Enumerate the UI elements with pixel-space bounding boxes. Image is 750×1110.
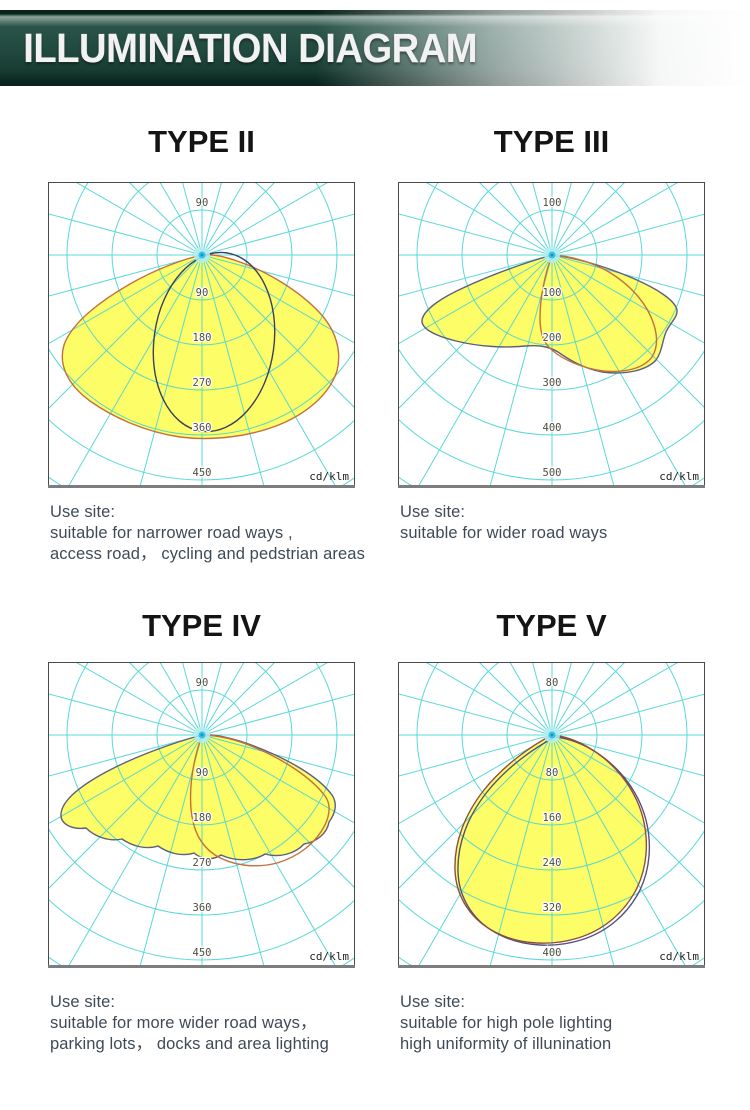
svg-text:240: 240: [543, 857, 562, 869]
svg-text:200: 200: [543, 332, 562, 344]
svg-text:cd/klm: cd/klm: [309, 950, 349, 963]
svg-text:80: 80: [546, 767, 559, 779]
svg-text:180: 180: [193, 332, 212, 344]
svg-text:270: 270: [193, 857, 212, 869]
svg-text:360: 360: [193, 902, 212, 914]
svg-text:400: 400: [543, 947, 562, 959]
use-site-label: Use site:: [400, 503, 466, 521]
type3-polar-chart: 100 100 200 300 400 500 cd/klm: [398, 182, 705, 488]
use-site-type5: Use site: suitable for high pole lightin…: [400, 992, 740, 1055]
use-site-label: Use site:: [400, 993, 466, 1011]
page-title: ILLUMINATION DIAGRAM: [23, 24, 478, 71]
use-site-line: high uniformity of illunination: [400, 1035, 612, 1054]
svg-text:300: 300: [543, 377, 562, 389]
svg-text:320: 320: [543, 902, 562, 914]
use-site-line: suitable for narrower road ways ,: [50, 524, 293, 543]
use-site-line: access road， cycling and pedstrian areas: [50, 545, 365, 564]
svg-text:400: 400: [543, 422, 562, 434]
panel-title-type2: TYPE II: [148, 124, 255, 159]
panel-title-type3: TYPE III: [493, 124, 610, 159]
use-site-type3: Use site: suitable for wider road ways: [400, 502, 740, 544]
use-site-line: suitable for more wider road ways，: [50, 1014, 317, 1033]
use-site-line: suitable for high pole lighting: [400, 1014, 613, 1033]
svg-text:100: 100: [543, 287, 562, 299]
svg-text:cd/klm: cd/klm: [309, 470, 349, 483]
svg-text:90: 90: [196, 287, 209, 299]
svg-text:500: 500: [543, 467, 562, 479]
header-banner: ILLUMINATION DIAGRAM: [0, 10, 750, 86]
svg-text:450: 450: [193, 467, 212, 479]
use-site-type4: Use site: suitable for more wider road w…: [50, 992, 390, 1055]
type4-polar-chart: 90 90 180 270 360 450 cd/klm: [48, 662, 355, 968]
svg-text:90: 90: [196, 677, 209, 689]
use-site-label: Use site:: [50, 993, 116, 1011]
use-site-label: Use site:: [50, 503, 116, 521]
svg-text:100: 100: [543, 197, 562, 209]
svg-text:cd/klm: cd/klm: [659, 470, 699, 483]
svg-text:160: 160: [543, 812, 562, 824]
panel-title-type4: TYPE IV: [142, 608, 261, 643]
svg-text:90: 90: [196, 767, 209, 779]
use-site-line: suitable for wider road ways: [400, 524, 608, 543]
type5-polar-chart: 80 80 160 240 320 400 cd/klm: [398, 662, 705, 968]
svg-text:90: 90: [196, 197, 209, 209]
type2-polar-chart: 90 90 180 270 360 450 cd/klm: [48, 182, 355, 488]
use-site-type2: Use site: suitable for narrower road way…: [50, 502, 390, 565]
panel-title-type5: TYPE V: [496, 608, 607, 643]
svg-text:cd/klm: cd/klm: [659, 950, 699, 963]
svg-text:450: 450: [193, 947, 212, 959]
svg-text:360: 360: [193, 422, 212, 434]
use-site-line: parking lots， docks and area lighting: [50, 1035, 329, 1054]
svg-text:180: 180: [193, 812, 212, 824]
svg-text:270: 270: [193, 377, 212, 389]
svg-text:80: 80: [546, 677, 559, 689]
